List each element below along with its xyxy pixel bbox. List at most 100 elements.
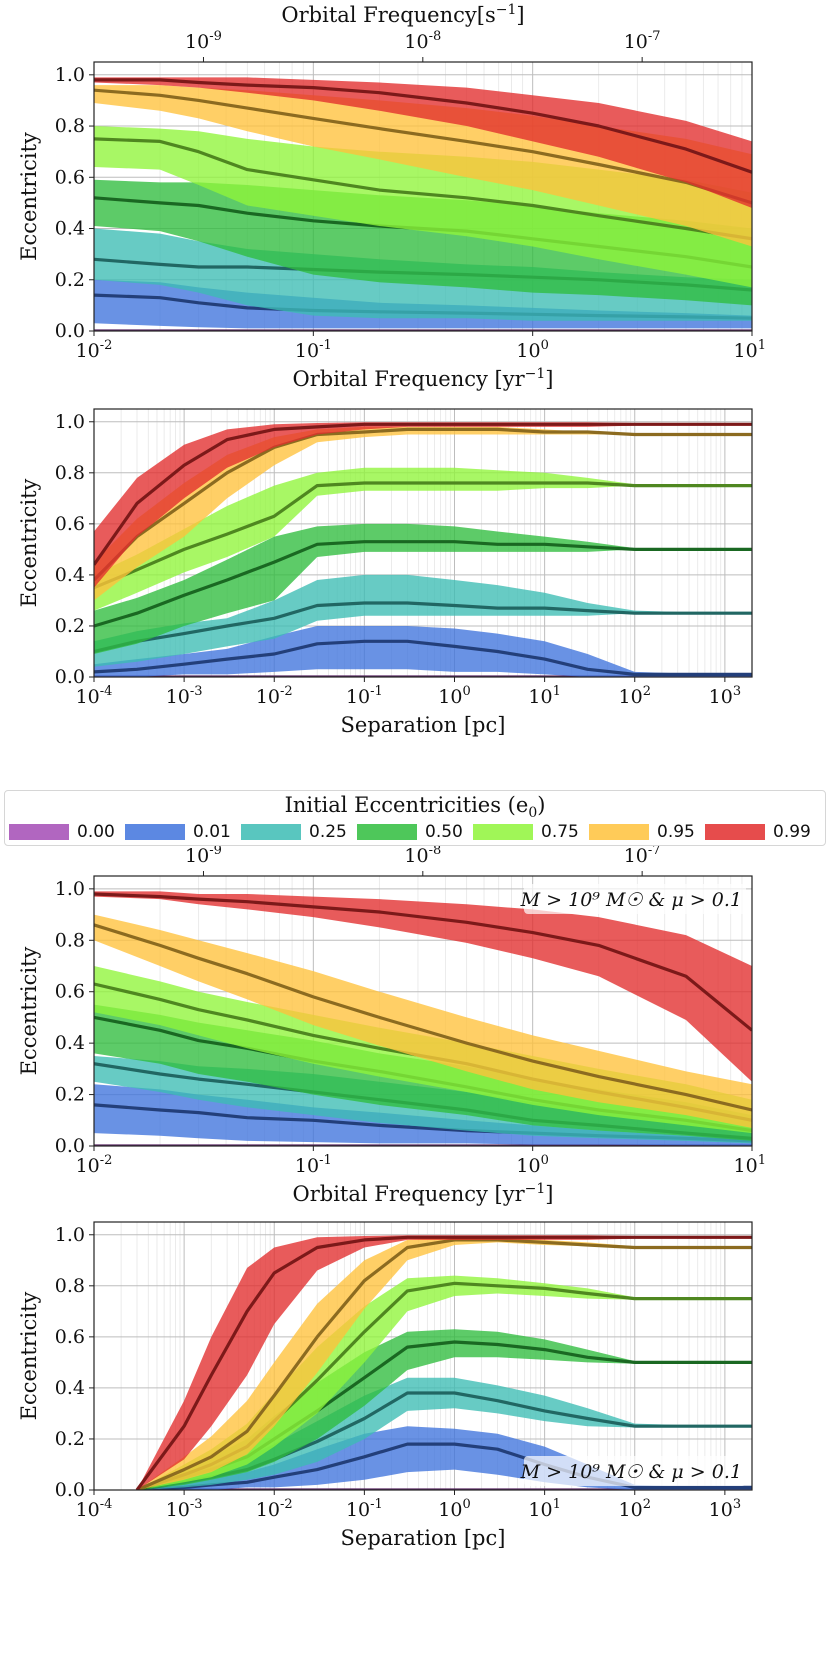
y-tick-label: 0.2 — [55, 1084, 85, 1106]
y-tick-label: 0.8 — [55, 1275, 85, 1297]
y-axis-label: Eccentricity — [17, 946, 41, 1075]
y-tick-label: 0.0 — [55, 666, 85, 688]
legend-label-2: 0.25 — [309, 822, 347, 842]
x-axis-label: Separation [pc] — [341, 1526, 506, 1550]
legend-label-0: 0.00 — [77, 822, 115, 842]
annotation-box — [524, 884, 746, 914]
x-axis-label: Orbital Frequency [yr−1] — [293, 1181, 554, 1206]
y-axis-label: Eccentricity — [17, 478, 41, 607]
y-tick-label: 0.2 — [55, 269, 85, 291]
x-tick-label: 10-2 — [256, 684, 293, 708]
x-tick-label: 10-4 — [76, 684, 113, 708]
y-tick-label: 0.4 — [55, 1032, 85, 1054]
legend-swatch-6 — [705, 824, 765, 840]
top-tick-label: 10-8 — [404, 29, 441, 53]
x-tick-label: 101 — [734, 338, 766, 362]
series-group — [94, 77, 752, 331]
series-group — [135, 1235, 752, 1490]
x-tick-label: 103 — [709, 684, 741, 708]
panel-2: 0.0 0.2 0.4 0.6 0.8 1.0 10-4 10-3 10-2 10-1 100 101… — [17, 408, 753, 737]
y-tick-label: 0.4 — [55, 1377, 85, 1399]
annotation-text: M > 10⁹ M☉ & μ > 0.1 — [520, 889, 742, 911]
median-e0-0.95 — [94, 923, 752, 1112]
legend-title-close: ) — [537, 793, 546, 817]
x-axis-label: Orbital Frequency [yr−1] — [293, 366, 554, 391]
band-e0-0.99 — [137, 1235, 752, 1490]
x-tick-label: 10-1 — [295, 1153, 332, 1177]
legend-swatch-1 — [125, 824, 185, 840]
median-e0-0.75 — [94, 481, 752, 590]
band-e0-0.01 — [94, 626, 752, 677]
x-tick-label: 100 — [438, 684, 470, 708]
legend-item-1: 0.01 — [125, 821, 241, 843]
y-tick-label: 0.0 — [55, 1479, 85, 1501]
median-e0-0.99 — [94, 422, 752, 566]
x-tick-label: 10-2 — [76, 1153, 113, 1177]
median-e0-0.01 — [94, 639, 752, 676]
y-tick-label: 0.2 — [55, 1428, 85, 1450]
median-e0-0.99 — [94, 892, 752, 1032]
legend-title-text: Initial Eccentricities (e — [284, 793, 529, 817]
axes-frame — [93, 408, 753, 678]
legend-item-3: 0.50 — [357, 821, 473, 843]
legend-item-2: 0.25 — [241, 821, 357, 843]
x-tick-label: 10-2 — [76, 338, 113, 362]
band-e0-0.75 — [94, 126, 752, 288]
band-e0-0.25 — [94, 574, 752, 667]
series-group — [94, 422, 752, 677]
band-e0-0.50 — [94, 523, 752, 654]
legend-item-5: 0.95 — [589, 821, 705, 843]
x-tick-label: 102 — [619, 1497, 651, 1521]
x-tick-label: 100 — [516, 338, 548, 362]
y-tick-label: 0.4 — [55, 218, 85, 240]
y-tick-label: 0.0 — [55, 1135, 85, 1157]
x-tick-label: 100 — [438, 1497, 470, 1521]
y-tick-label: 0.6 — [55, 981, 85, 1003]
panel-3: 0.0 0.2 0.4 0.6 0.8 1.0 10-2 10-1 100 101 Eccentri… — [17, 816, 766, 1206]
x-tick-label: 10-3 — [166, 1497, 203, 1521]
top-tick-label: 10-7 — [624, 29, 661, 53]
legend-items: 0.00 0.01 0.25 0.50 0.75 0.95 0.99 — [9, 821, 821, 843]
x-tick-label: 101 — [528, 1497, 560, 1521]
band-e0-0.25 — [137, 1377, 752, 1490]
legend-label-4: 0.75 — [541, 822, 579, 842]
annotation-text: M > 10⁹ M☉ & μ > 0.1 — [520, 1461, 742, 1483]
top-tick-label: 10-9 — [185, 843, 222, 867]
median-e0-0.95 — [136, 1238, 752, 1490]
legend-swatch-2 — [241, 824, 301, 840]
y-tick-label: 1.0 — [55, 878, 85, 900]
x-tick-label: 103 — [709, 1497, 741, 1521]
top-tick-label: 10-9 — [185, 29, 222, 53]
band-e0-0.95 — [94, 426, 752, 601]
legend-swatch-5 — [589, 824, 649, 840]
y-axis-label: Eccentricity — [17, 1291, 41, 1420]
y-tick-label: 0.2 — [55, 615, 85, 637]
legend-label-6: 0.99 — [773, 822, 811, 842]
x-tick-label: 102 — [619, 684, 651, 708]
band-e0-0.50 — [94, 179, 752, 306]
legend-label-1: 0.01 — [193, 822, 231, 842]
x-tick-label: 10-4 — [76, 1497, 113, 1521]
annotation: M > 10⁹ M☉ & μ > 0.1 — [520, 1456, 746, 1486]
series-group — [94, 891, 752, 1146]
median-e0-0.95 — [94, 88, 752, 205]
axes-frame — [93, 1221, 753, 1491]
y-tick-label: 0.0 — [55, 320, 85, 342]
band-e0-0.99 — [94, 77, 752, 209]
band-e0-0.50 — [137, 1329, 752, 1490]
band-e0-0.95 — [137, 1237, 752, 1490]
panel-1: 0.0 0.2 0.4 0.6 0.8 1.0 10-2 10-1 100 101 Eccentri… — [17, 2, 766, 391]
y-tick-label: 1.0 — [55, 1224, 85, 1246]
x-tick-label: 10-1 — [346, 684, 383, 708]
legend-title-sub: 0 — [528, 805, 538, 822]
x-tick-label: 10-1 — [346, 1497, 383, 1521]
y-axis-label: Eccentricity — [17, 132, 41, 261]
median-e0-0.99 — [94, 78, 752, 174]
legend-item-0: 0.00 — [9, 821, 125, 843]
y-tick-label: 1.0 — [55, 64, 85, 86]
x-tick-label: 101 — [528, 684, 560, 708]
annotation-box — [524, 1456, 746, 1486]
y-tick-label: 0.6 — [55, 1326, 85, 1348]
x-axis-label: Separation [pc] — [341, 713, 506, 737]
